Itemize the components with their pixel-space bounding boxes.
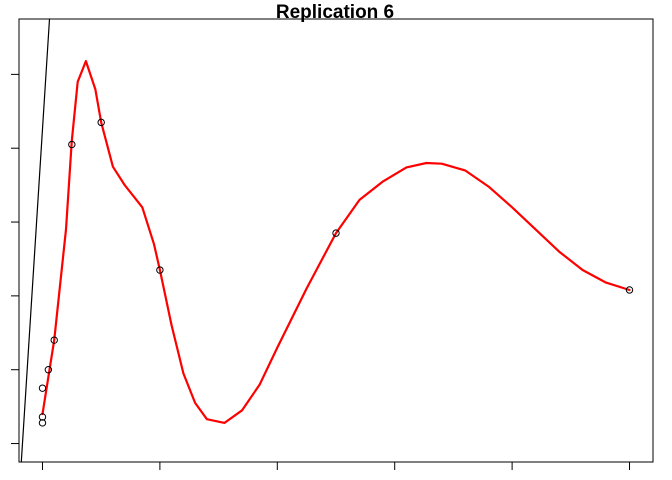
reference-line — [20, 18, 51, 463]
data-point-6 — [97, 118, 105, 127]
x-axis — [41, 462, 631, 470]
data-point-9 — [625, 286, 634, 294]
chart-title: Replication 6 — [276, 2, 394, 23]
data-point-5 — [68, 140, 76, 149]
series-lines — [20, 18, 631, 463]
data-point-3 — [44, 366, 53, 374]
plot-frame — [18, 18, 654, 463]
data-point-4 — [50, 336, 58, 344]
data-point-1 — [38, 413, 47, 421]
series-points — [38, 118, 634, 427]
y-axis — [11, 73, 19, 445]
data-point-8 — [332, 229, 340, 237]
data-point-7 — [156, 266, 164, 274]
data-point-2 — [38, 384, 47, 392]
fitted-curve — [41, 60, 631, 424]
